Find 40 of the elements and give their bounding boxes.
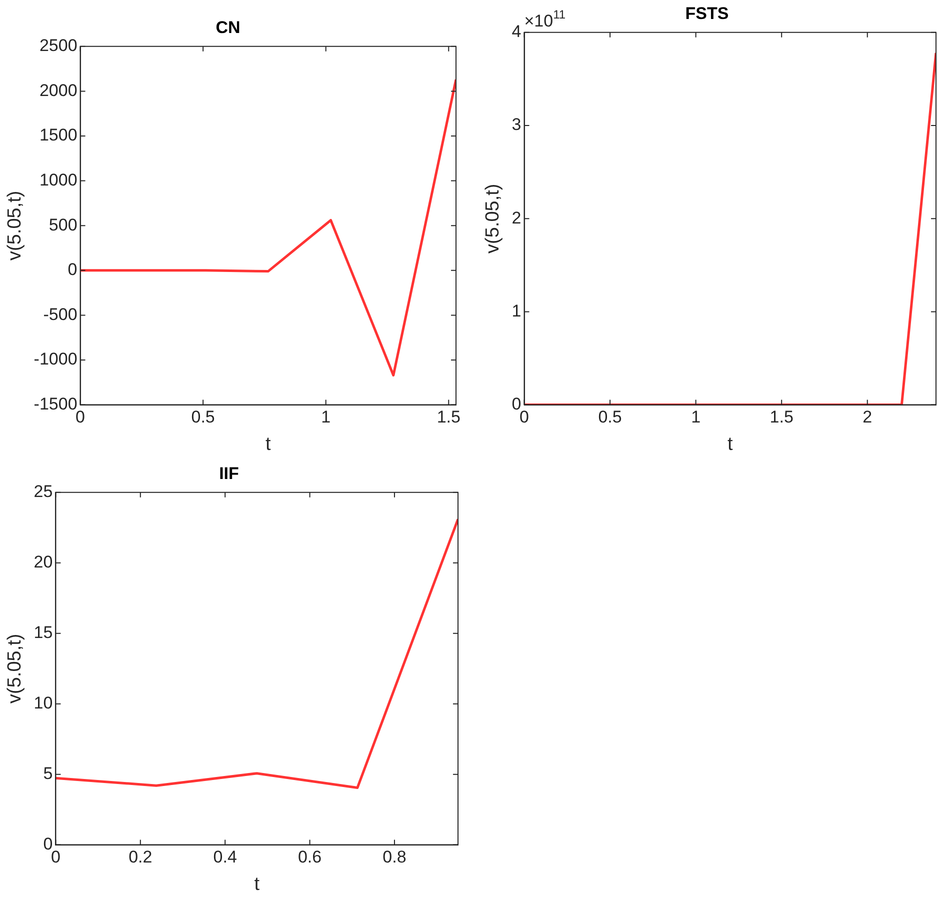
y-tick-label: 5 (43, 764, 53, 784)
y-tick-label: -500 (43, 304, 78, 324)
y-tick-label: 1500 (39, 126, 78, 145)
y-axis-title: v(5.05,t) (4, 190, 26, 260)
y-tick-label: 25 (34, 482, 53, 502)
chart-title: CN (216, 18, 240, 37)
x-tick-label: 0.2 (128, 848, 152, 867)
y-tick-label: 1000 (39, 170, 78, 190)
y-tick-label: 0 (43, 834, 53, 854)
chart-title: IIF (219, 464, 239, 483)
x-axis-title: t (727, 434, 734, 455)
y-tick-label: -1500 (34, 394, 78, 414)
y-tick-label: 2500 (39, 36, 78, 56)
chart-title: FSTS (685, 4, 729, 23)
x-tick-label: 1.5 (770, 408, 794, 427)
y-tick-label: 0 (68, 260, 78, 280)
y-tick-label: 2000 (39, 80, 78, 100)
y-tick-label: 10 (34, 694, 53, 713)
x-tick-label: 0.5 (191, 408, 215, 427)
y-tick-label: 4 (512, 22, 522, 42)
x-tick-label: 1 (321, 408, 331, 427)
y-axis-title: v(5.05,t) (482, 184, 504, 254)
x-tick-label: 2 (862, 408, 872, 427)
y-tick-label: 2 (512, 208, 522, 228)
y-tick-label: -1000 (34, 350, 78, 369)
y-tick-label: 15 (34, 623, 53, 642)
x-axis-title: t (254, 874, 260, 895)
x-tick-label: 0.5 (598, 408, 622, 427)
x-tick-label: 0.6 (298, 848, 322, 867)
x-tick-label: 1 (691, 408, 701, 427)
y-tick-label: 0 (512, 394, 522, 414)
x-tick-label: 0.4 (213, 848, 237, 867)
y-tick-label: 1 (512, 301, 522, 320)
x-tick-label: 0.8 (382, 848, 406, 867)
y-tick-label: 20 (34, 552, 53, 572)
y-tick-label: 500 (48, 215, 78, 234)
x-tick-label: 1.5 (436, 408, 460, 427)
y-tick-label: 3 (512, 115, 522, 134)
y-axis-title: v(5.05,t) (4, 634, 26, 704)
x-axis-title: t (266, 434, 272, 455)
